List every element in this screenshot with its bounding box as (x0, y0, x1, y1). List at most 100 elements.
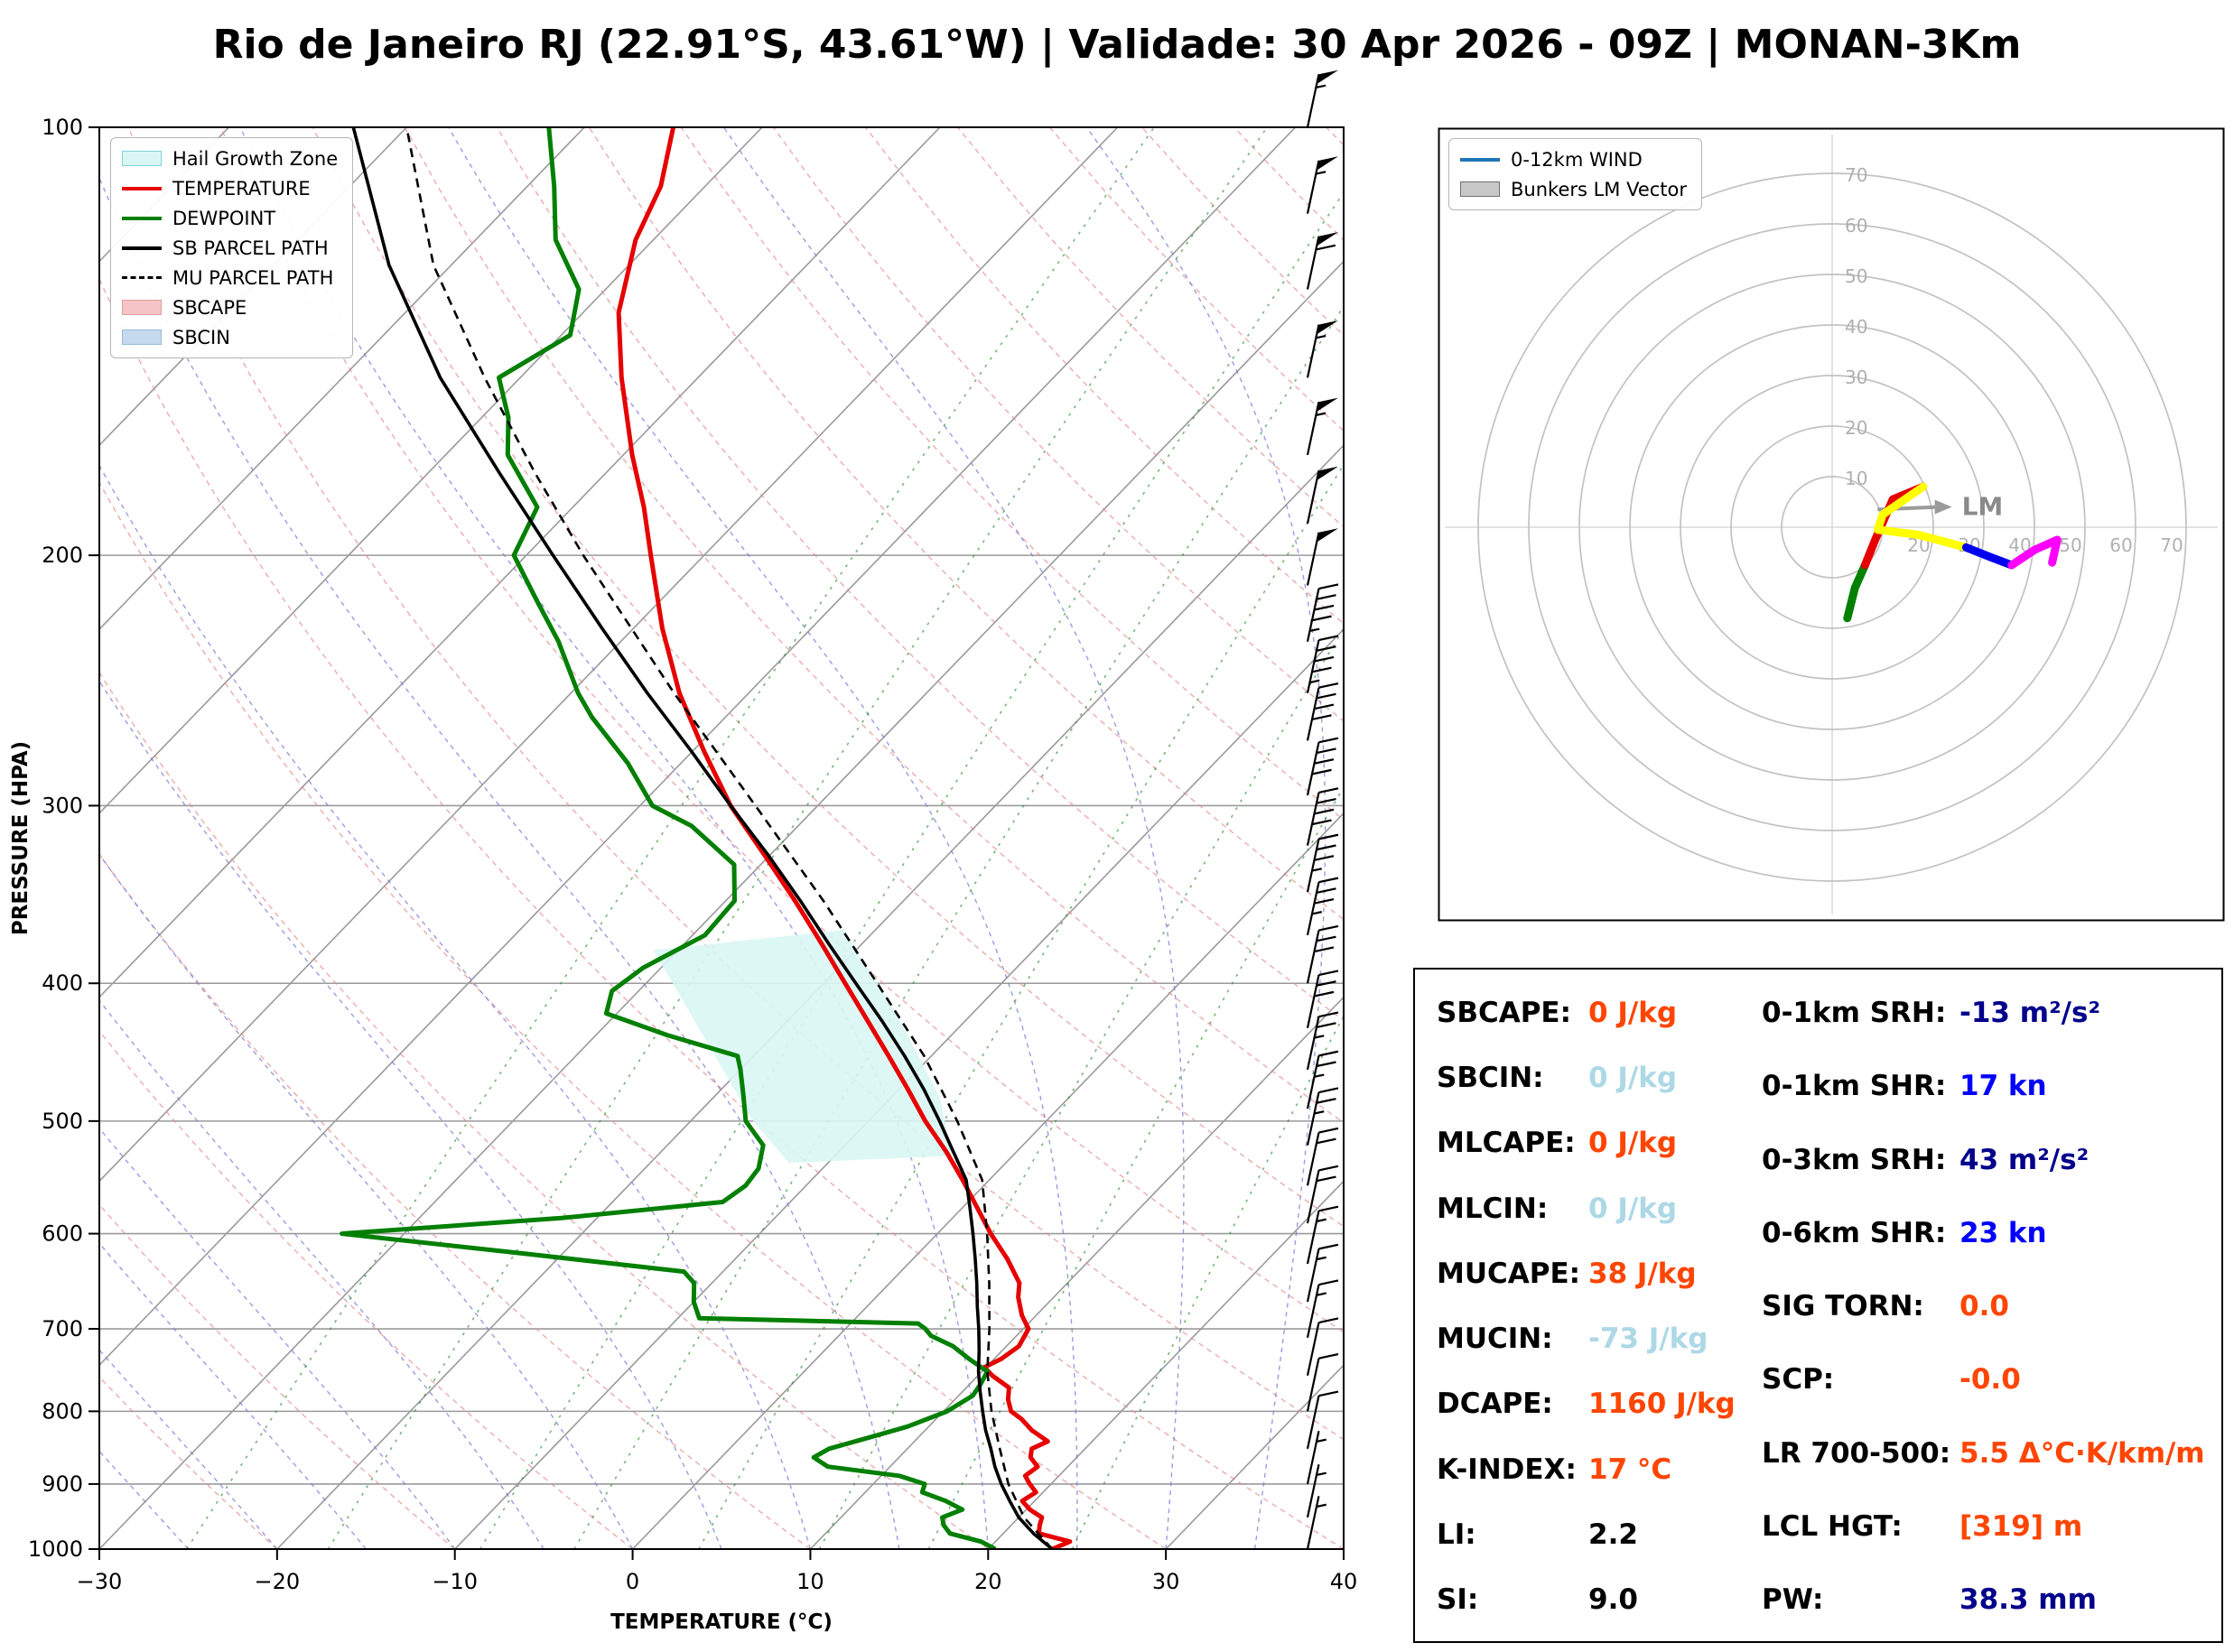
svg-text:10: 10 (1845, 468, 1867, 489)
stat-label: MLCIN: (1437, 1192, 1549, 1225)
legend-item: MU PARCEL PATH (122, 266, 338, 289)
stat-value: 43 m²/s² (1959, 1143, 2090, 1176)
stat-value: 23 kn (1959, 1216, 2047, 1249)
temperature-line (616, 127, 1073, 1549)
legend-label: TEMPERATURE (172, 177, 311, 200)
stat-row: 0-1km SHR: 17 kn (1762, 1070, 2209, 1106)
x-axis-label: TEMPERATURE (°C) (610, 1610, 833, 1634)
page-title: Rio de Janeiro RJ (22.91°S, 43.61°W) | V… (212, 22, 2022, 68)
svg-text:400: 400 (42, 970, 83, 996)
stat-value: 38.3 mm (1959, 1583, 2097, 1616)
stat-label: SCP: (1762, 1363, 1835, 1397)
stat-label: 0-6km SHR: (1762, 1216, 1947, 1249)
stat-label: 0-3km SRH: (1762, 1143, 1947, 1176)
stat-value: 9.0 (1588, 1582, 1638, 1616)
legend-item: Bunkers LM Vector (1460, 178, 1687, 200)
stat-value: -73 J/kg (1588, 1323, 1708, 1356)
legend-label: SBCIN (172, 326, 230, 348)
svg-text:0: 0 (626, 1569, 639, 1594)
stat-label: SI: (1437, 1582, 1479, 1616)
stat-value: 0 J/kg (1588, 1062, 1678, 1095)
stat-label: SIG TORN: (1762, 1290, 1924, 1323)
svg-text:1000: 1000 (28, 1536, 83, 1562)
stat-value: 17 kn (1959, 1070, 2047, 1103)
stat-label: SBCAPE: (1437, 997, 1571, 1029)
dewpoint-line (340, 127, 997, 1549)
svg-text:20: 20 (1845, 417, 1867, 439)
legend-item: SBCIN (122, 326, 338, 348)
mu-parcel-path-line (405, 127, 1054, 1549)
legend-swatch (1460, 157, 1500, 162)
stat-row: SI: 9.0 (1437, 1583, 1753, 1620)
y-axis-label: PRESSURE (HPA) (9, 741, 33, 935)
stat-value: 0.0 (1959, 1290, 2009, 1323)
legend-swatch (122, 246, 162, 250)
stat-row: SCP: -0.0 (1762, 1363, 2209, 1399)
stat-value: 5.5 Δ°C·K/km/m (1959, 1436, 2205, 1470)
svg-text:200: 200 (42, 543, 83, 568)
legend-swatch (122, 216, 162, 220)
stat-value: 1160 J/kg (1588, 1387, 1736, 1421)
legend-item: DEWPOINT (122, 207, 338, 229)
legend-item: Hail Growth Zone (122, 147, 338, 170)
svg-text:60: 60 (1845, 215, 1867, 237)
stat-value: 2.2 (1588, 1517, 1638, 1551)
svg-text:700: 700 (42, 1316, 83, 1341)
lm-label: LM (1962, 492, 2004, 522)
stat-row: PW: 38.3 mm (1762, 1583, 2209, 1620)
legend-swatch (122, 186, 162, 190)
stat-value: 0 J/kg (1588, 997, 1678, 1029)
svg-text:70: 70 (2160, 534, 2183, 556)
legend-swatch (1460, 181, 1500, 197)
stat-row: MLCAPE: 0 J/kg (1437, 1127, 1753, 1163)
stat-value: 17 °C (1588, 1452, 1672, 1486)
svg-text:800: 800 (42, 1398, 83, 1424)
legend-label: SB PARCEL PATH (172, 237, 329, 259)
legend-swatch (122, 151, 162, 166)
legend-label: Bunkers LM Vector (1511, 178, 1688, 200)
stat-value: 38 J/kg (1588, 1257, 1697, 1290)
legend-item: 0-12km WIND (1460, 148, 1687, 171)
legend-item: TEMPERATURE (122, 177, 338, 200)
stat-value: -13 m²/s² (1959, 997, 2101, 1029)
svg-text:100: 100 (42, 115, 83, 140)
legend-swatch (122, 329, 162, 345)
svg-text:30: 30 (1845, 367, 1867, 388)
stat-label: K-INDEX: (1437, 1452, 1577, 1486)
svg-text:10: 10 (796, 1569, 824, 1594)
svg-text:−20: −20 (255, 1569, 301, 1594)
stat-row: SBCAPE: 0 J/kg (1437, 997, 1753, 1033)
legend-swatch (122, 300, 162, 315)
legend-label: SBCAPE (172, 296, 247, 319)
legend-item: SB PARCEL PATH (122, 237, 338, 259)
legend-label: MU PARCEL PATH (172, 266, 334, 289)
stat-row: LR 700-500: 5.5 Δ°C·K/km/m (1762, 1437, 2209, 1473)
stat-value: [319] m (1959, 1509, 2083, 1543)
hail-growth-zone (653, 930, 953, 1164)
stat-row: DCAPE: 1160 J/kg (1437, 1387, 1753, 1424)
stat-row: SBCIN: 0 J/kg (1437, 1062, 1753, 1098)
svg-text:900: 900 (42, 1471, 83, 1497)
stat-label: DCAPE: (1437, 1387, 1553, 1421)
stat-row: LI: 2.2 (1437, 1518, 1753, 1555)
legend-label: Hail Growth Zone (172, 147, 339, 170)
hodograph-trace (1843, 482, 2062, 623)
stat-value: -0.0 (1959, 1363, 2021, 1397)
stat-label: MLCAPE: (1437, 1127, 1576, 1160)
stat-label: LI: (1437, 1517, 1476, 1551)
svg-text:−10: −10 (432, 1569, 478, 1594)
stat-label: MUCIN: (1437, 1323, 1553, 1356)
svg-text:300: 300 (42, 793, 83, 818)
stat-value: 0 J/kg (1588, 1127, 1678, 1160)
stat-label: MUCAPE: (1437, 1257, 1581, 1290)
stat-row: MUCAPE: 38 J/kg (1437, 1258, 1753, 1294)
stat-row: MLCIN: 0 J/kg (1437, 1193, 1753, 1229)
sb-parcel-path-line (351, 127, 1054, 1549)
svg-text:60: 60 (2109, 534, 2132, 556)
stat-row: SIG TORN: 0.0 (1762, 1290, 2209, 1326)
stats-panel: SBCAPE: 0 J/kg SBCIN: 0 J/kg MLCAPE: 0 J/kg ML… (1413, 968, 2223, 1643)
